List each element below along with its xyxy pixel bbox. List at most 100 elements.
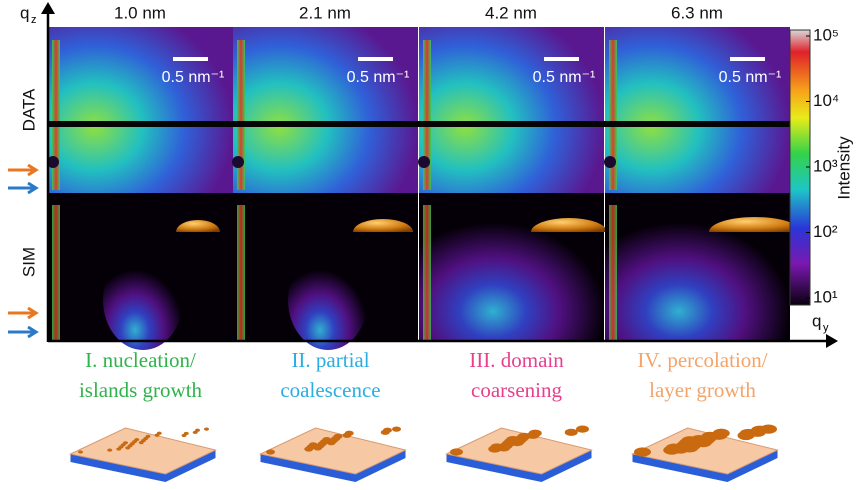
colorbar-ticks: 10¹ 10² 10³ 10⁴ 10⁵ [806,25,839,306]
colorbar-tick-label: 10² [813,222,838,241]
film [68,427,217,475]
beam-block [232,156,244,168]
panels: 1.0 nm 0.5 nm⁻¹ 2.1 nm 0.5 nm⁻¹ 4.2 nm 0.5 nm… [47,3,801,350]
sim-image [419,193,604,341]
surface-illustration [68,427,217,482]
island [195,428,200,432]
colorbar-tick-label: 10⁵ [813,25,839,44]
island [145,434,151,438]
arrowhead [41,2,55,14]
axis-symbol: q [812,311,821,330]
island [392,426,401,432]
island [156,431,162,435]
specular-streak [52,205,60,340]
scale-bar-label: 0.5 nm⁻¹ [162,69,225,86]
island [204,427,209,431]
specular-streak [237,205,245,340]
panel: 2.1 nm 0.5 nm⁻¹ [232,3,418,350]
thickness-label: 4.2 nm [485,3,537,22]
stages: I. nucleation/islands growth II. partial c… [68,348,779,482]
island [123,441,128,445]
island [450,448,463,456]
stage-label: I. nucleation/ [85,348,196,372]
substrate [70,450,216,482]
island [517,432,531,440]
colorbar-tick-label: 10⁴ [813,91,839,110]
island [333,433,343,439]
specular-streak [52,40,60,190]
beamstop [48,121,790,127]
specular-streak [423,205,431,340]
substrate [260,450,406,482]
row-label: DATA [19,88,38,131]
island-shape [176,220,220,232]
panel: 6.3 nm 0.5 nm⁻¹ [604,3,801,341]
stage-label: IV. percolation/ [637,348,767,372]
island [739,428,757,439]
scale-bar-label: 0.5 nm⁻¹ [533,69,596,86]
island [506,436,520,444]
axis-symbol: q [20,3,29,22]
substrate [632,450,778,482]
colorbar-tick-label: 10³ [813,156,838,175]
film [258,427,407,475]
island [308,442,318,448]
island [322,437,332,443]
beam-block [604,156,616,168]
sim-image [605,193,790,341]
island [266,449,275,455]
data-image [605,27,790,193]
island [344,430,354,436]
island [681,436,699,446]
axis-subscript: y [823,322,829,334]
stage-label: islands growth [79,378,203,402]
specular-streak [609,40,617,190]
data-image [48,27,233,193]
thickness-label: 6.3 nm [671,3,723,22]
scale-bar-label: 0.5 nm⁻¹ [719,69,782,86]
island [134,438,140,442]
sim-lobe [103,250,183,350]
colorbar-tick-label: 10¹ [813,287,838,306]
sim-lobe [288,250,368,350]
row-label: SIM [19,247,38,277]
island [78,450,83,454]
stage-label: III. domain [469,348,564,372]
substrate [446,450,592,482]
island [576,425,589,433]
arrows [8,163,39,339]
island [564,428,578,436]
stage-label: layer growth [649,378,756,402]
island [490,443,504,451]
film [630,427,779,475]
island-shape [709,217,801,232]
scale-bar-label: 0.5 nm⁻¹ [347,69,410,86]
island-shape [353,219,413,232]
stage-label: coalescence [280,378,380,402]
beam-block [418,156,430,168]
island-shape [531,218,607,232]
panel: 4.2 nm 0.5 nm⁻¹ [418,3,607,341]
surface-illustration [630,424,779,482]
specular-streak [423,40,431,190]
surface-illustration [258,426,407,482]
axis-subscript: z [31,14,37,26]
island [634,447,651,457]
island [183,431,189,436]
island [665,443,683,453]
specular-streak [237,40,245,190]
surface-illustration [444,425,593,482]
data-image [419,27,604,193]
thickness-label: 1.0 nm [114,3,166,22]
island [528,429,542,437]
island [107,448,113,452]
colorbar-label: Intensity [834,136,853,200]
stage-label: II. partial [291,348,369,372]
stage-label: coarsening [471,378,562,402]
film [444,427,593,475]
arrowhead [826,334,838,348]
specular-streak [609,205,617,340]
island [383,427,392,433]
data-image [233,27,418,193]
